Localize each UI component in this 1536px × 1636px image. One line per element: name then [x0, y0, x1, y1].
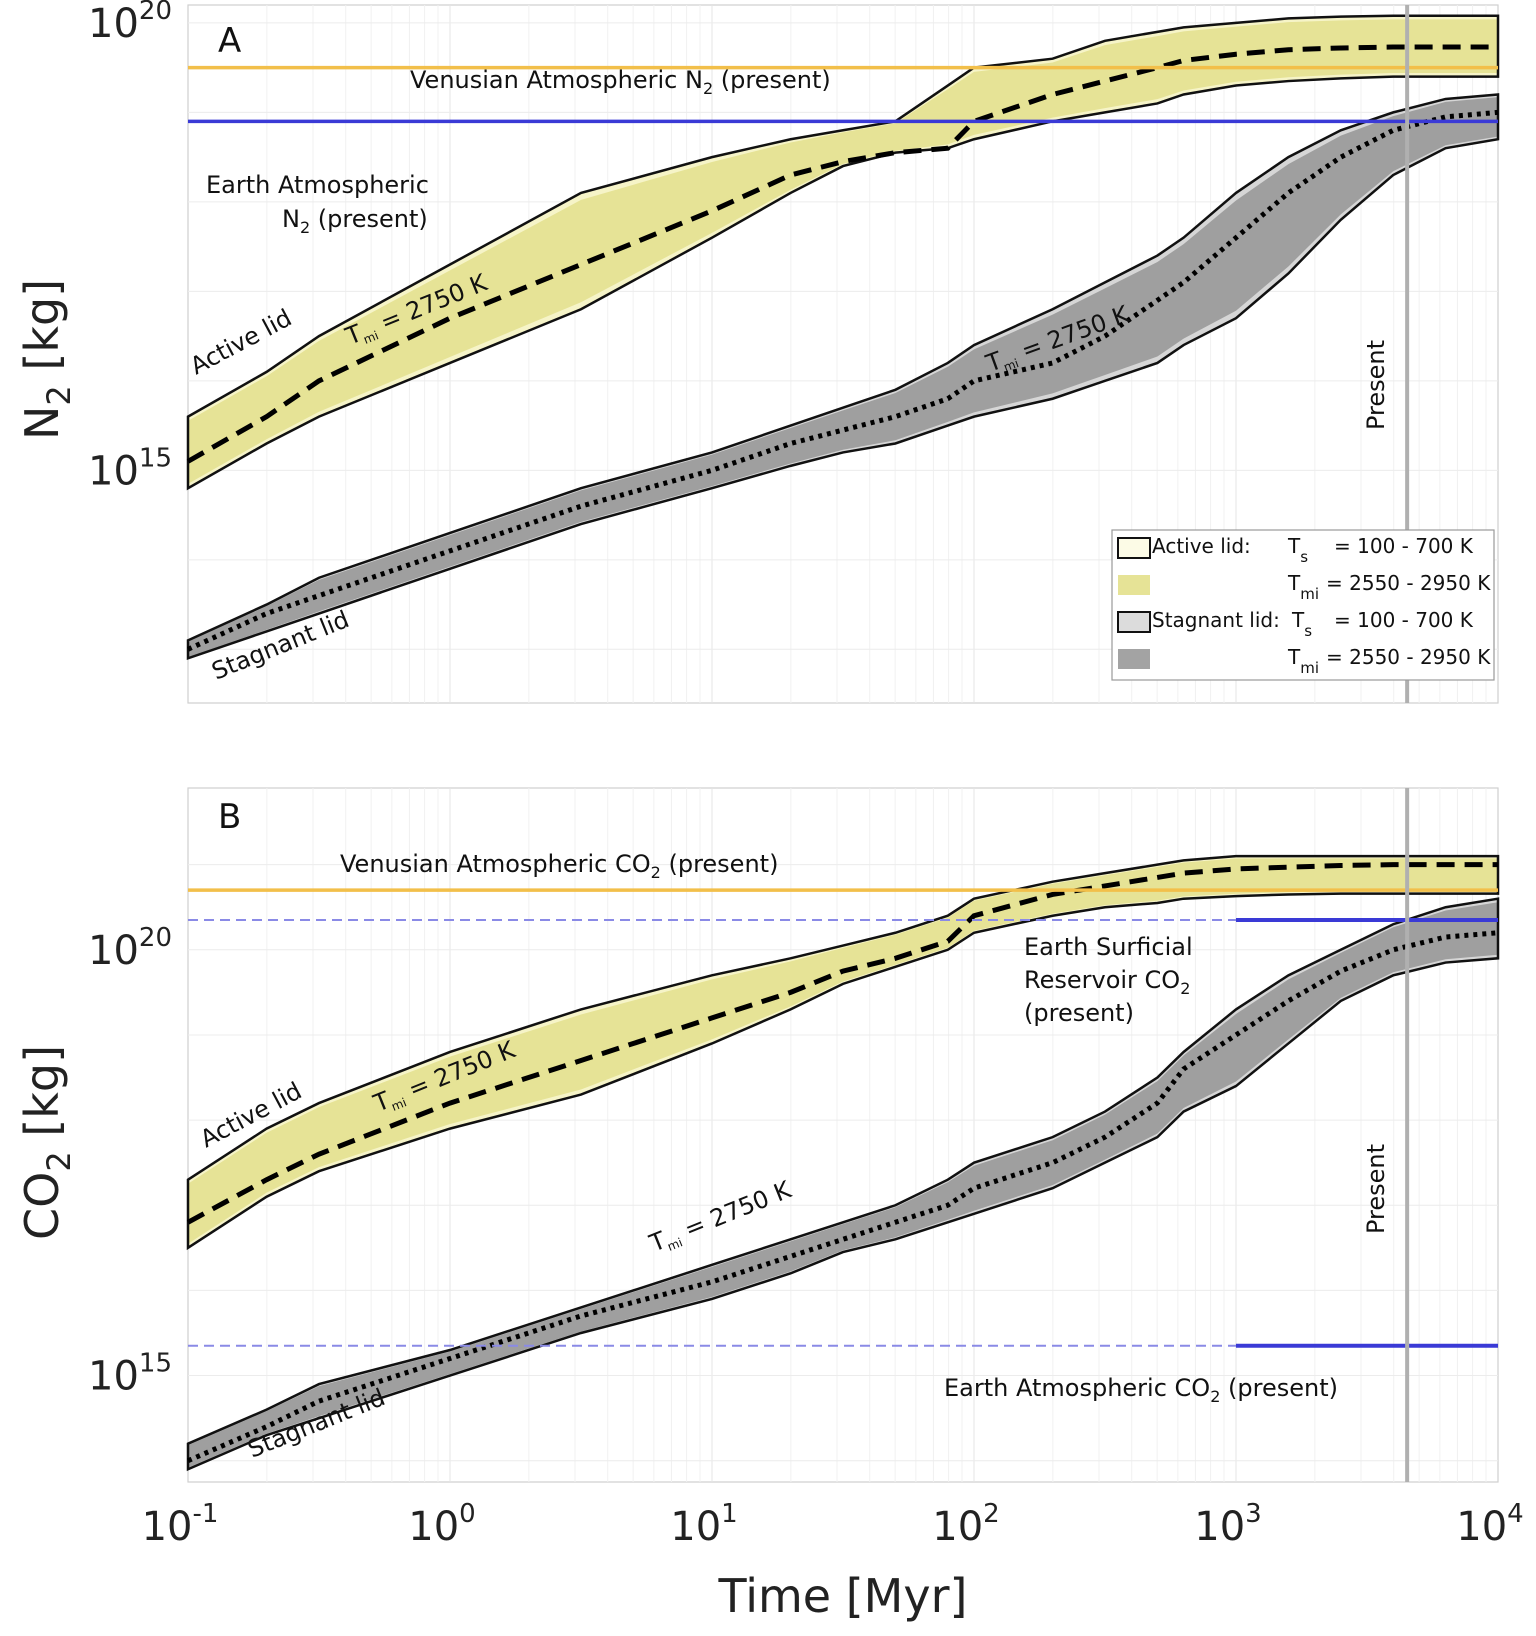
x-tick-label: 101 — [670, 1499, 737, 1550]
active-lid-tmi-2750-line — [186, 44, 1498, 464]
legend-swatch-active-tmi — [1118, 575, 1150, 595]
legend-param: Tmi — [1287, 571, 1319, 603]
panel-a-earth-n2-label-line2: N2 (present) — [282, 205, 428, 237]
legend-swatch-active-ts — [1117, 537, 1151, 559]
active-lid-tmi-band — [188, 19, 1498, 484]
active-lid-tmi-2750-line — [186, 862, 1498, 1225]
panel-a-label: A — [218, 21, 241, 61]
legend-range: = 2550 - 2950 K — [1326, 645, 1491, 669]
legend-range: = 2550 - 2950 K — [1326, 571, 1491, 595]
x-tick-label: 100 — [408, 1499, 475, 1550]
stagnant-lid-tmi-2750-line — [186, 109, 1499, 652]
y-tick-label: 1020 — [88, 0, 172, 47]
panel-b-reference-lines — [188, 888, 1498, 1348]
legend-label-active: Active lid: — [1152, 534, 1251, 558]
active-lid-outline — [186, 14, 1500, 491]
panel-a-bands — [186, 14, 1500, 661]
stagnant-lid-tmi-band — [188, 902, 1498, 1468]
legend-swatch-stagnant-ts — [1117, 611, 1151, 633]
legend-param: Tmi — [1287, 645, 1319, 677]
panel-b-surficial-label-line1: Earth Surficial — [1024, 933, 1193, 961]
panel-b-y-ticks: 1015 1020 — [88, 923, 172, 1400]
panel-b-present-label: Present — [1362, 1144, 1390, 1234]
x-tick-label: 102 — [932, 1499, 999, 1550]
panel-b-surficial-label-line3: (present) — [1024, 999, 1134, 1027]
legend-range: = 100 - 700 K — [1334, 608, 1474, 632]
x-tick-label: 103 — [1194, 1499, 1261, 1550]
panel-a-venus-n2-label: Venusian Atmospheric N2 (present) — [410, 66, 831, 98]
x-tick-label: 104 — [1456, 1499, 1523, 1550]
legend-entry-stagnant-tmi: Tmi = 2550 - 2950 K — [1118, 645, 1491, 677]
panel-a-legend: Active lid: Ts = 100 - 700 K Tmi = 2550 … — [1111, 529, 1495, 681]
panel-b-y-axis-label: CO2 [kg] — [15, 1045, 78, 1240]
legend-entry-stagnant-ts: Stagnant lid: Ts = 100 - 700 K — [1117, 608, 1474, 640]
panel-b-surficial-label-line2: Reservoir CO2 — [1024, 966, 1190, 998]
legend-box — [1111, 529, 1495, 681]
panel-b-label: B — [218, 797, 241, 837]
panel-a-y-ticks: 1015 1020 — [88, 0, 172, 494]
y-tick-label: 1020 — [88, 923, 172, 974]
y-tick-label: 1015 — [88, 1349, 172, 1400]
legend-swatch-stagnant-tmi — [1118, 649, 1150, 669]
stagnant-lid-tmi-band — [188, 97, 1498, 658]
panel-b-venus-co2-label: Venusian Atmospheric CO2 (present) — [340, 850, 778, 882]
legend-entry-active-ts: Active lid: Ts = 100 - 700 K — [1117, 534, 1474, 566]
panel-b: 1015 1020 10-1 100 101 102 103 104 B Venusian … — [15, 787, 1524, 1623]
legend-range: = 100 - 700 K — [1334, 534, 1474, 558]
stagnant-lid-outline — [186, 897, 1500, 1472]
legend-entry-active-tmi: Tmi = 2550 - 2950 K — [1118, 571, 1491, 603]
panel-a-present-label: Present — [1362, 340, 1390, 430]
legend-param: Ts — [1287, 534, 1308, 566]
panel-b-x-ticks: 10-1 100 101 102 103 104 — [142, 1499, 1524, 1550]
panel-a-y-axis-label: N2 [kg] — [15, 279, 78, 440]
x-axis-label: Time [Myr] — [718, 1569, 968, 1623]
stagnant-lid-outline — [186, 93, 1500, 661]
active-lid-outline — [186, 854, 1500, 1251]
x-tick-label: 10-1 — [142, 1499, 219, 1550]
legend-param: Ts — [1291, 608, 1312, 640]
y-tick-label: 1015 — [88, 443, 172, 494]
panel-b-earth-atm-co2-label: Earth Atmospheric CO2 (present) — [944, 1374, 1338, 1406]
panel-a-reference-lines — [188, 65, 1498, 124]
stagnant-lid-tmi-2750-line — [187, 930, 1499, 1464]
panel-b-bands — [186, 854, 1500, 1472]
legend-label-stagnant: Stagnant lid: — [1152, 608, 1280, 632]
panel-a: 1015 1020 A Venusian Atmospheric N2 (pres… — [15, 0, 1500, 704]
panel-a-earth-n2-label-line1: Earth Atmospheric — [206, 171, 429, 199]
